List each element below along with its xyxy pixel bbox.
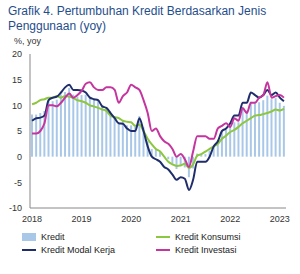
svg-text:10: 10 [12, 101, 22, 111]
svg-text:2020: 2020 [121, 214, 141, 224]
svg-text:2022: 2022 [220, 214, 240, 224]
html-text:Kredit Modal Kerja: Kredit Modal Kerja [41, 245, 115, 255]
html-text:%, yoy: %, yoy [14, 36, 41, 46]
html-text:Kredit: Kredit [41, 232, 65, 242]
svg-text:-5: -5 [14, 178, 22, 188]
svg-text:2018: 2018 [22, 214, 42, 224]
svg-text:20: 20 [12, 49, 22, 59]
svg-text:2019: 2019 [72, 214, 92, 224]
html-text:Kredit Konsumsi: Kredit Konsumsi [175, 232, 241, 242]
html-text:Kredit Investasi: Kredit Investasi [175, 245, 237, 255]
svg-text:0: 0 [17, 152, 22, 162]
svg-text:-10: -10 [9, 203, 22, 213]
svg-text:2023: 2023 [270, 214, 290, 224]
svg-text:15: 15 [12, 75, 22, 85]
svg-text:5: 5 [17, 126, 22, 136]
svg-text:2021: 2021 [171, 214, 191, 224]
html-text:Grafik 4. Pertumbuhan Kredit B: Grafik 4. Pertumbuhan Kredit Berdasarkan… [8, 4, 267, 33]
